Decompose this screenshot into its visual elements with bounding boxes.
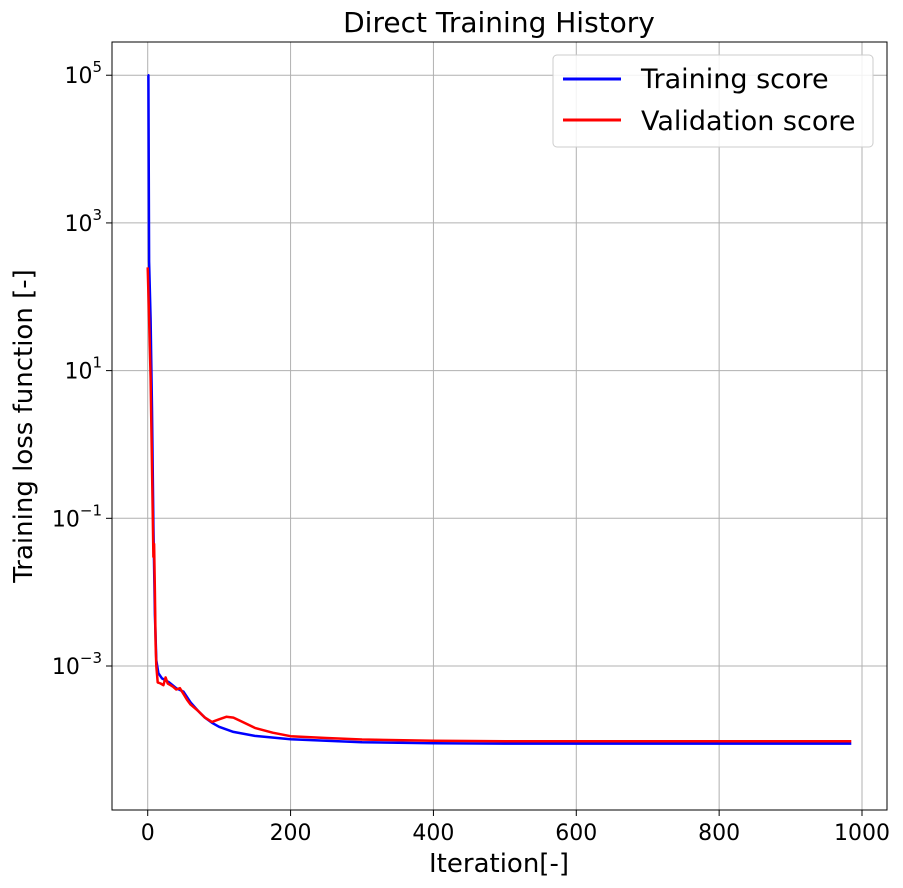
validation-score-line bbox=[146, 267, 852, 743]
x-axis-label: Iteration[-] bbox=[429, 849, 569, 879]
legend-frame bbox=[552, 54, 874, 148]
x-tick-label: 1000 bbox=[834, 821, 890, 846]
y-tick-label: 103 bbox=[64, 206, 102, 237]
y-tick-label: 105 bbox=[64, 58, 102, 89]
tick-layer: 0 200 400 600 800 1000 105 103 101 10−1 10−3 bbox=[52, 58, 890, 846]
x-tick-label: 400 bbox=[412, 821, 454, 846]
x-tick-label: 200 bbox=[270, 821, 312, 846]
plot-area-frame bbox=[111, 41, 888, 811]
y-tick-label: 101 bbox=[64, 354, 102, 385]
x-tick-label: 800 bbox=[698, 821, 740, 846]
y-axis-label: Training loss function [-] bbox=[9, 269, 39, 584]
y-tick-label: 10−3 bbox=[52, 649, 102, 680]
chart-title: Direct Training History bbox=[343, 6, 655, 39]
grid-layer bbox=[112, 42, 887, 810]
y-tick-label: 10−1 bbox=[52, 501, 102, 532]
x-tick-label: 0 bbox=[141, 821, 155, 846]
legend-label-training: Training score bbox=[640, 64, 829, 95]
legend-label-validation: Validation score bbox=[641, 106, 855, 137]
legend: Training score Validation score bbox=[552, 54, 874, 148]
series-layer bbox=[146, 73, 852, 745]
x-tick-label: 600 bbox=[555, 821, 597, 846]
